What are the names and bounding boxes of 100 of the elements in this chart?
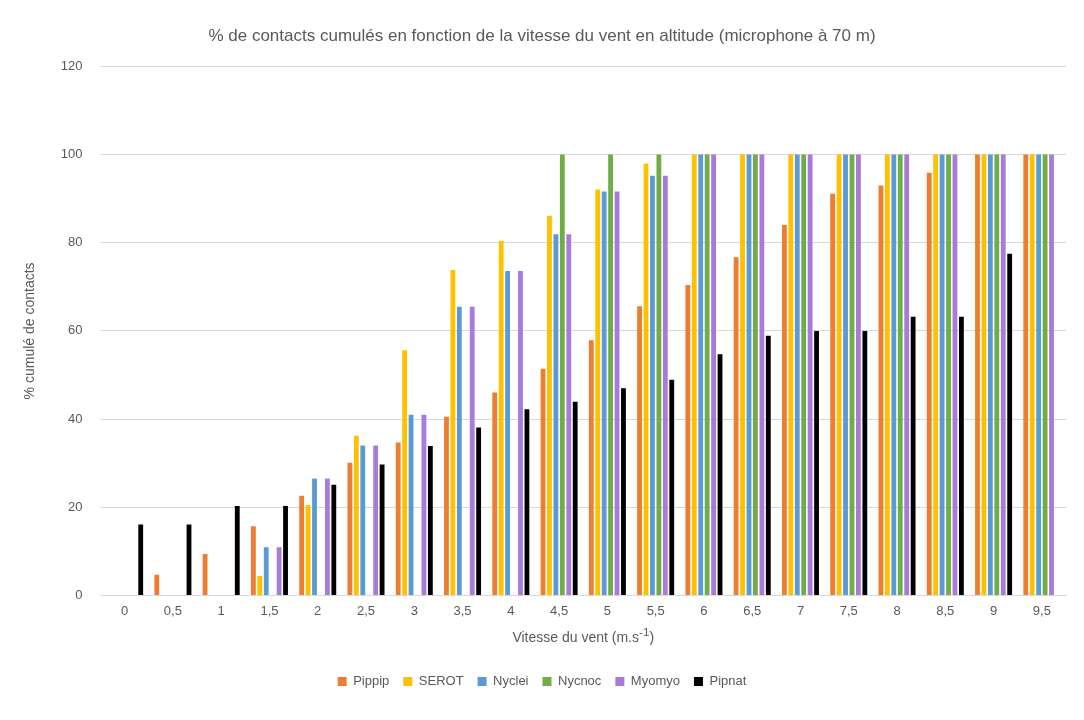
bar bbox=[698, 154, 704, 595]
legend-label: Pippip bbox=[353, 673, 390, 689]
legend-label: Pipnat bbox=[709, 673, 747, 689]
x-tick-label: 0 bbox=[121, 602, 129, 618]
bar bbox=[621, 388, 626, 595]
bar bbox=[553, 234, 559, 595]
bar bbox=[588, 340, 594, 595]
bar bbox=[312, 478, 317, 595]
bar bbox=[250, 526, 256, 595]
bar bbox=[704, 154, 710, 595]
bar bbox=[843, 154, 848, 595]
bar bbox=[456, 306, 462, 595]
bar bbox=[1029, 154, 1035, 595]
bar bbox=[1023, 154, 1029, 595]
bar bbox=[814, 330, 819, 595]
x-tick-label: 3,5 bbox=[453, 602, 472, 618]
x-tick-label: 0,5 bbox=[163, 602, 182, 618]
x-tick-label: 6 bbox=[700, 602, 708, 618]
bar bbox=[637, 306, 642, 595]
bar bbox=[379, 464, 385, 595]
bar bbox=[1049, 154, 1054, 595]
bar bbox=[154, 574, 160, 595]
bar bbox=[566, 234, 572, 595]
legend-label: Nyclei bbox=[493, 673, 529, 689]
bar bbox=[138, 524, 144, 595]
bar bbox=[572, 401, 578, 595]
bar bbox=[1000, 154, 1006, 595]
x-tick-label: 5 bbox=[603, 602, 611, 618]
bar bbox=[891, 154, 897, 595]
bar bbox=[650, 175, 655, 595]
bar bbox=[794, 154, 800, 595]
bar bbox=[395, 442, 401, 595]
bar bbox=[498, 240, 504, 595]
bar bbox=[685, 285, 691, 595]
bar bbox=[656, 154, 662, 595]
bar bbox=[331, 484, 337, 595]
bar bbox=[740, 154, 745, 595]
bar bbox=[492, 392, 498, 595]
bar bbox=[975, 154, 980, 595]
bar bbox=[910, 316, 916, 595]
x-tick-label: 5,5 bbox=[646, 602, 665, 618]
bar bbox=[987, 154, 993, 595]
bar bbox=[733, 257, 739, 595]
y-tick-label: 0 bbox=[75, 586, 83, 602]
bar bbox=[373, 445, 379, 595]
y-tick-label: 20 bbox=[68, 498, 83, 514]
bar bbox=[807, 154, 813, 595]
x-tick-label: 8,5 bbox=[936, 602, 955, 618]
bar bbox=[263, 547, 269, 595]
bar bbox=[884, 154, 890, 595]
bar bbox=[427, 445, 433, 595]
bar bbox=[669, 379, 675, 595]
x-tick-label: 1 bbox=[217, 602, 225, 618]
x-tick-label: 7,5 bbox=[839, 602, 858, 618]
x-tick-label: 7 bbox=[796, 602, 805, 618]
bar bbox=[926, 172, 932, 595]
bar bbox=[904, 154, 910, 595]
bar bbox=[958, 316, 964, 595]
bar bbox=[994, 154, 1000, 595]
y-tick-label: 120 bbox=[60, 57, 83, 73]
bar bbox=[897, 154, 903, 595]
bar bbox=[759, 154, 765, 595]
y-tick-label: 40 bbox=[68, 410, 83, 426]
y-tick-label: 60 bbox=[68, 322, 83, 338]
bar bbox=[781, 225, 787, 595]
bar bbox=[476, 427, 482, 595]
legend-label: SEROT bbox=[418, 673, 464, 689]
x-tick-label: 1,5 bbox=[260, 602, 279, 618]
bar bbox=[753, 154, 758, 595]
bar bbox=[836, 154, 842, 595]
x-tick-label: 9 bbox=[989, 602, 998, 618]
y-tick-label: 100 bbox=[60, 146, 83, 162]
bar bbox=[559, 154, 565, 595]
bar bbox=[505, 270, 511, 595]
bar bbox=[946, 154, 951, 595]
bar bbox=[402, 350, 408, 595]
x-tick-label: 6,5 bbox=[743, 602, 762, 618]
bar bbox=[353, 435, 359, 595]
x-axis-title: Vitesse du vent (m.s$^{-1}$) bbox=[512, 625, 655, 646]
bar bbox=[324, 478, 330, 595]
bar bbox=[450, 270, 456, 595]
bar bbox=[469, 306, 475, 595]
y-tick-label: 80 bbox=[68, 234, 83, 250]
bar bbox=[711, 154, 716, 595]
bar bbox=[1007, 253, 1013, 595]
bar bbox=[662, 175, 668, 595]
x-tick-label: 4,5 bbox=[550, 602, 569, 618]
bar bbox=[360, 445, 366, 595]
bar bbox=[257, 576, 263, 595]
bar bbox=[283, 505, 288, 595]
bar bbox=[862, 330, 868, 595]
bar bbox=[518, 270, 523, 595]
bar bbox=[299, 495, 305, 595]
y-axis-title: % cumulé de contacts bbox=[21, 262, 38, 400]
bar bbox=[830, 193, 836, 595]
bar bbox=[691, 154, 697, 595]
x-tick-label: 9,5 bbox=[1032, 602, 1051, 618]
chart-title: % de contacts cumulés en fonction de la vitesse du vent en altitude (microphone à 70 m) bbox=[208, 25, 876, 45]
bar bbox=[444, 416, 449, 595]
bar bbox=[801, 154, 807, 595]
